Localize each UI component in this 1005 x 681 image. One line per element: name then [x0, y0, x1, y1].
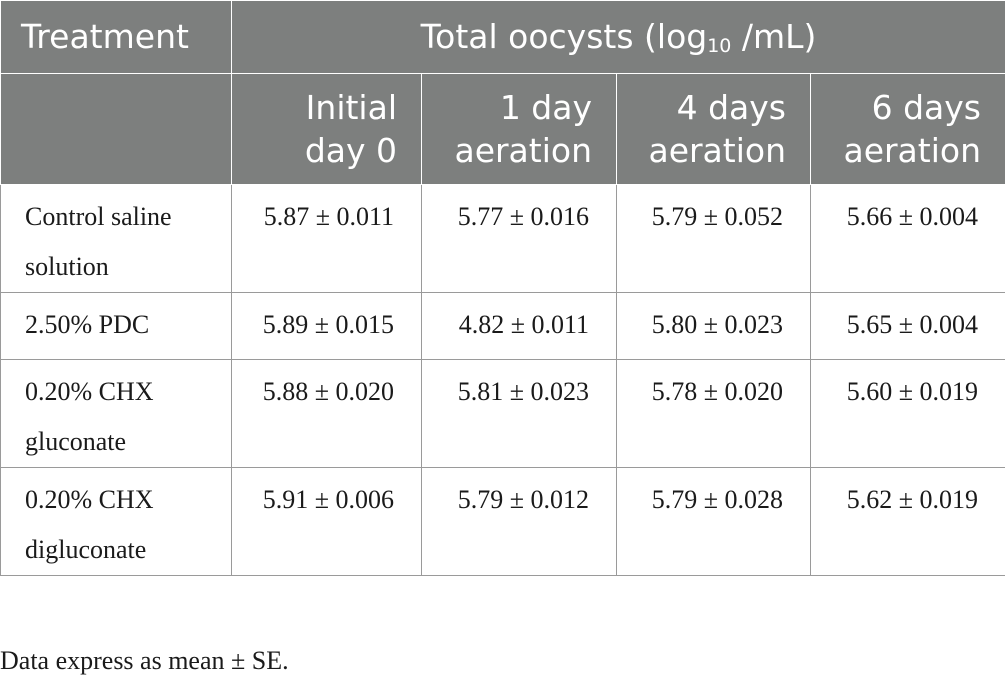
empty-header-cell: [0, 73, 232, 185]
header-row-top: Treatment Total oocysts (log10 /mL): [0, 0, 1005, 74]
value-cell: 5.62 ± 0.019: [810, 467, 1005, 576]
value-cell: 5.81 ± 0.023: [421, 359, 617, 468]
column-header-line1: 4 days: [676, 88, 786, 127]
column-header-line1: 6 days: [871, 88, 981, 127]
treatment-header: Treatment: [0, 0, 232, 74]
column-header-line2: aeration: [454, 131, 592, 170]
table-row: 0.20% CHX gluconate 5.88 ± 0.020 5.81 ± …: [0, 359, 1005, 468]
column-header-line1: 1 day: [499, 88, 592, 127]
total-oocysts-header: Total oocysts (log10 /mL): [231, 0, 1005, 74]
group-label-prefix: Total oocysts (log: [420, 17, 708, 56]
column-header-line2: aeration: [648, 131, 786, 170]
value-cell: 4.82 ± 0.011: [421, 292, 617, 360]
column-header-line2: aeration: [843, 131, 981, 170]
value-cell: 5.66 ± 0.004: [810, 184, 1005, 293]
column-header-line1: Initial: [305, 88, 397, 127]
oocyst-table: Treatment Total oocysts (log10 /mL) Init…: [0, 0, 1005, 576]
column-header-day0: Initial day 0: [231, 73, 422, 185]
column-header-day6: 6 days aeration: [810, 73, 1005, 185]
table-header: Treatment Total oocysts (log10 /mL) Init…: [0, 0, 1005, 185]
group-label-suffix: /mL): [731, 17, 817, 56]
table-row: 2.50% PDC 5.89 ± 0.015 4.82 ± 0.011 5.80…: [0, 292, 1005, 360]
value-cell: 5.79 ± 0.012: [421, 467, 617, 576]
treatment-cell: 0.20% CHX gluconate: [0, 359, 232, 468]
column-header-day4: 4 days aeration: [616, 73, 811, 185]
treatment-cell: 2.50% PDC: [0, 292, 232, 360]
table-row: 0.20% CHX digluconate 5.91 ± 0.006 5.79 …: [0, 467, 1005, 576]
value-cell: 5.88 ± 0.020: [231, 359, 422, 468]
treatment-cell: 0.20% CHX digluconate: [0, 467, 232, 576]
value-cell: 5.65 ± 0.004: [810, 292, 1005, 360]
treatment-cell: Control saline solution: [0, 184, 232, 293]
value-cell: 5.78 ± 0.020: [616, 359, 811, 468]
value-cell: 5.79 ± 0.028: [616, 467, 811, 576]
value-cell: 5.80 ± 0.023: [616, 292, 811, 360]
header-row-columns: Initial day 0 1 day aeration 4 days aeratio…: [0, 73, 1005, 185]
value-cell: 5.79 ± 0.052: [616, 184, 811, 293]
column-header-line2: day 0: [304, 131, 397, 170]
table-row: Control saline solution 5.87 ± 0.011 5.7…: [0, 184, 1005, 293]
value-cell: 5.87 ± 0.011: [231, 184, 422, 293]
group-label-subscript: 10: [707, 35, 732, 57]
table-body: Control saline solution 5.87 ± 0.011 5.7…: [0, 184, 1005, 576]
table-footnote: Data express as mean ± SE.: [0, 646, 289, 675]
value-cell: 5.60 ± 0.019: [810, 359, 1005, 468]
column-header-day1: 1 day aeration: [421, 73, 617, 185]
value-cell: 5.91 ± 0.006: [231, 467, 422, 576]
value-cell: 5.89 ± 0.015: [231, 292, 422, 360]
value-cell: 5.77 ± 0.016: [421, 184, 617, 293]
